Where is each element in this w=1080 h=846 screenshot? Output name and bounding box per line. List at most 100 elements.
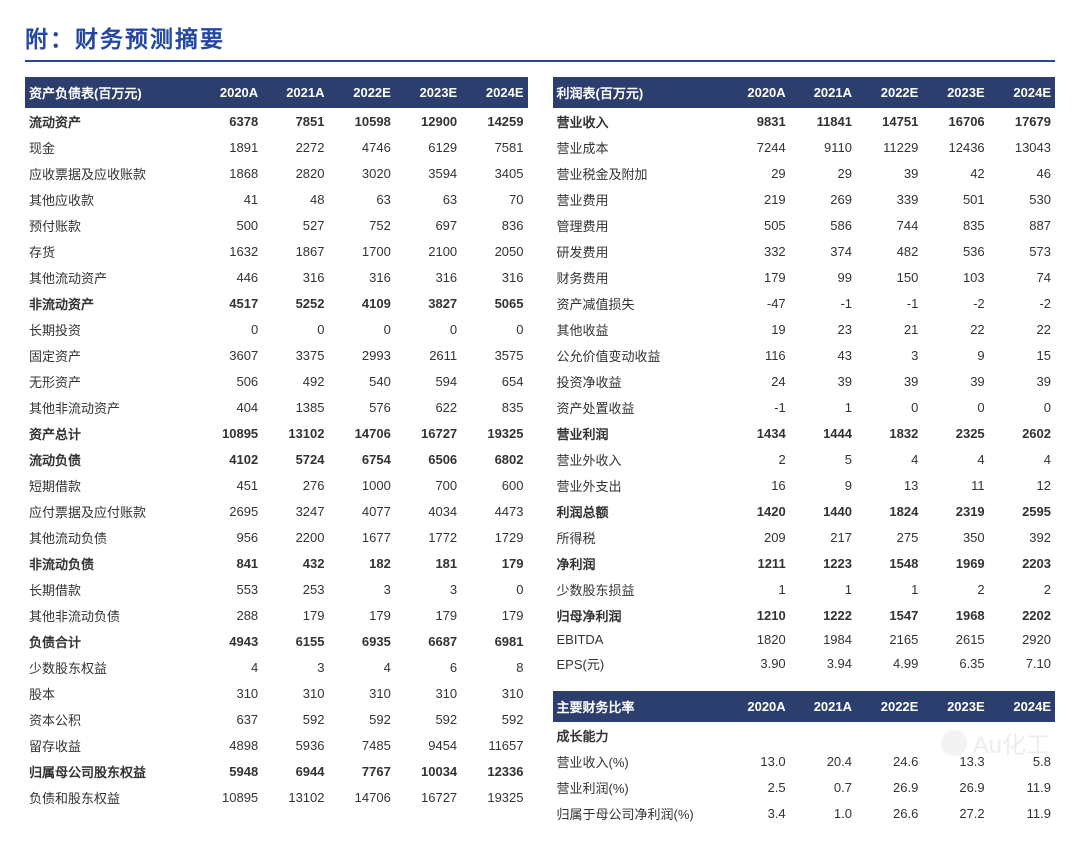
row-value (922, 722, 988, 748)
row-value: 11841 (790, 108, 856, 134)
row-value: 505 (723, 212, 789, 238)
row-value: 4 (329, 654, 395, 680)
row-value: 7767 (329, 758, 395, 784)
table-row: 成长能力 (553, 722, 1056, 748)
table-row: 长期投资00000 (25, 316, 528, 342)
row-label: 管理费用 (553, 212, 724, 238)
header-period: 2020A (723, 77, 789, 108)
row-value: 5948 (196, 758, 262, 784)
header-period: 2024E (461, 77, 527, 108)
row-value: 6.35 (922, 650, 988, 676)
row-value: 13 (856, 472, 922, 498)
row-label: 负债合计 (25, 628, 196, 654)
header-period: 2022E (329, 77, 395, 108)
row-label: 非流动负债 (25, 550, 196, 576)
row-value: 316 (329, 264, 395, 290)
row-value: 1 (856, 576, 922, 602)
row-value: 6754 (329, 446, 395, 472)
row-value: 2100 (395, 238, 461, 264)
row-value: 1868 (196, 160, 262, 186)
row-value: 13.3 (922, 748, 988, 774)
row-value: 4077 (329, 498, 395, 524)
row-value: 9 (922, 342, 988, 368)
row-value: 744 (856, 212, 922, 238)
row-value: 29 (790, 160, 856, 186)
row-value: 600 (461, 472, 527, 498)
row-label: 所得税 (553, 524, 724, 550)
row-value: 2 (989, 576, 1055, 602)
row-value: 3.4 (723, 800, 789, 826)
row-value: 70 (461, 186, 527, 212)
row-value: 7244 (723, 134, 789, 160)
row-value: 21 (856, 316, 922, 342)
row-value: 26.9 (922, 774, 988, 800)
row-value: 48 (262, 186, 328, 212)
table-row: 流动负债41025724675465066802 (25, 446, 528, 472)
row-value: 1420 (723, 498, 789, 524)
table-row: 资本公积637592592592592 (25, 706, 528, 732)
row-value: 1677 (329, 524, 395, 550)
table-row: 投资净收益2439393939 (553, 368, 1056, 394)
row-value: 2611 (395, 342, 461, 368)
row-value: 3375 (262, 342, 328, 368)
row-value: 276 (262, 472, 328, 498)
row-value: 332 (723, 238, 789, 264)
row-value: 316 (395, 264, 461, 290)
row-label: 归母净利润 (553, 602, 724, 628)
table-row: EBITDA18201984216526152920 (553, 628, 1056, 650)
table-layout: 资产负债表(百万元)2020A2021A2022E2023E2024E 流动资产… (25, 77, 1055, 826)
header-label: 利润表(百万元) (553, 77, 724, 108)
table-row: 资产处置收益-11000 (553, 394, 1056, 420)
row-value: -1 (790, 290, 856, 316)
row-label: 现金 (25, 134, 196, 160)
row-value: 16727 (395, 784, 461, 810)
row-value: 27.2 (922, 800, 988, 826)
row-label: 资产处置收益 (553, 394, 724, 420)
row-value: 2920 (989, 628, 1055, 650)
row-value: 1867 (262, 238, 328, 264)
row-label: 应付票据及应付账款 (25, 498, 196, 524)
row-value: 39 (790, 368, 856, 394)
row-value: 24.6 (856, 748, 922, 774)
row-value: 2165 (856, 628, 922, 650)
row-value: 2325 (922, 420, 988, 446)
row-value: 637 (196, 706, 262, 732)
row-label: 其他非流动资产 (25, 394, 196, 420)
row-value: 43 (790, 342, 856, 368)
row-label: 财务费用 (553, 264, 724, 290)
row-value (790, 722, 856, 748)
row-value: 1 (790, 576, 856, 602)
table-row: 负债和股东权益1089513102147061672719325 (25, 784, 528, 810)
row-value: 7581 (461, 134, 527, 160)
row-value: 836 (461, 212, 527, 238)
row-value: 16 (723, 472, 789, 498)
row-value: 1 (790, 394, 856, 420)
row-value: 500 (196, 212, 262, 238)
row-value: 6935 (329, 628, 395, 654)
row-value: 1700 (329, 238, 395, 264)
row-value: 41 (196, 186, 262, 212)
row-value: 4 (196, 654, 262, 680)
row-value: 5936 (262, 732, 328, 758)
row-value: 310 (461, 680, 527, 706)
table-row: 少数股东损益11122 (553, 576, 1056, 602)
row-value: 404 (196, 394, 262, 420)
row-value: 432 (262, 550, 328, 576)
row-value: 9454 (395, 732, 461, 758)
row-value: 22 (922, 316, 988, 342)
table-row: 非流动资产45175252410938275065 (25, 290, 528, 316)
table-row: 其他流动负债9562200167717721729 (25, 524, 528, 550)
row-value: 2695 (196, 498, 262, 524)
row-value: 492 (262, 368, 328, 394)
row-label: 流动资产 (25, 108, 196, 134)
row-value: 116 (723, 342, 789, 368)
row-value: 1385 (262, 394, 328, 420)
row-value: 39 (856, 368, 922, 394)
row-value: 8 (461, 654, 527, 680)
row-value: 2820 (262, 160, 328, 186)
row-value: 6687 (395, 628, 461, 654)
row-value: 1434 (723, 420, 789, 446)
row-value: 1824 (856, 498, 922, 524)
table-row: 营业外支出169131112 (553, 472, 1056, 498)
row-value: 1000 (329, 472, 395, 498)
